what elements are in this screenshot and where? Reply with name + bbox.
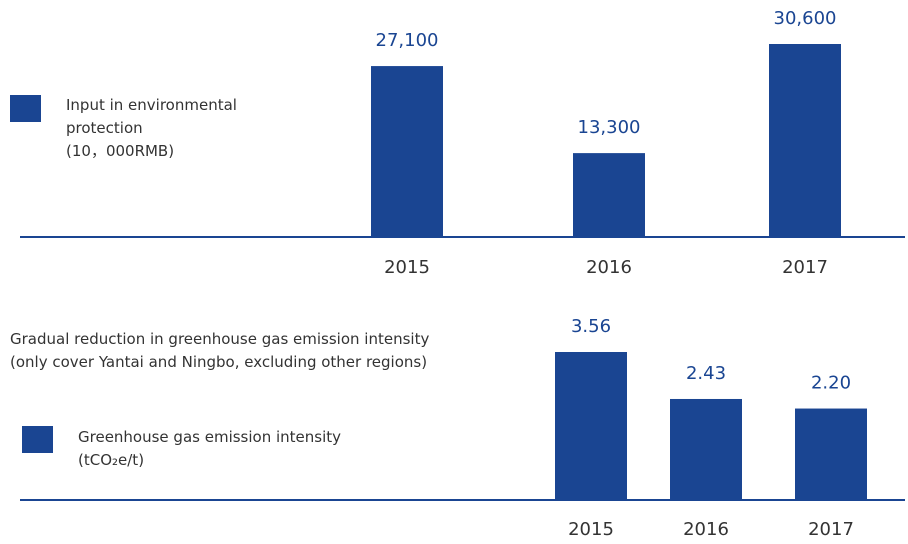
x-tick-label: 2015 xyxy=(568,519,614,540)
bar xyxy=(795,408,867,500)
bar xyxy=(555,352,627,500)
legend-name: Greenhouse gas emission intensity xyxy=(78,428,342,446)
x-tick-label: 2017 xyxy=(808,519,854,540)
legend-unit: (tCO₂e/t) xyxy=(78,451,145,469)
x-tick-label: 2017 xyxy=(782,257,828,278)
value-label: 2.20 xyxy=(811,373,851,394)
legend-label: Input in environmental protection (10，00… xyxy=(66,94,281,163)
value-label: 3.56 xyxy=(571,316,611,337)
legend-swatch xyxy=(22,426,53,453)
value-label: 27,100 xyxy=(376,30,439,51)
x-tick-label: 2016 xyxy=(683,519,729,540)
bar xyxy=(371,66,443,237)
chart-title: Gradual reduction in greenhouse gas emis… xyxy=(10,330,430,348)
legend-name: Input in environmental protection xyxy=(66,96,237,137)
value-label: 2.43 xyxy=(686,363,726,384)
bar xyxy=(573,153,645,237)
value-label: 30,600 xyxy=(774,8,837,29)
bar xyxy=(670,398,742,500)
x-tick-label: 2015 xyxy=(384,257,430,278)
legend-swatch xyxy=(10,95,41,122)
value-label: 13,300 xyxy=(578,117,641,138)
bar xyxy=(769,44,841,237)
chart-subtitle: (only cover Yantai and Ningbo, excluding… xyxy=(10,353,428,371)
x-tick-label: 2016 xyxy=(586,257,632,278)
legend-label: Greenhouse gas emission intensity (tCO₂e… xyxy=(78,426,408,472)
legend-unit: (10，000RMB) xyxy=(66,142,175,160)
